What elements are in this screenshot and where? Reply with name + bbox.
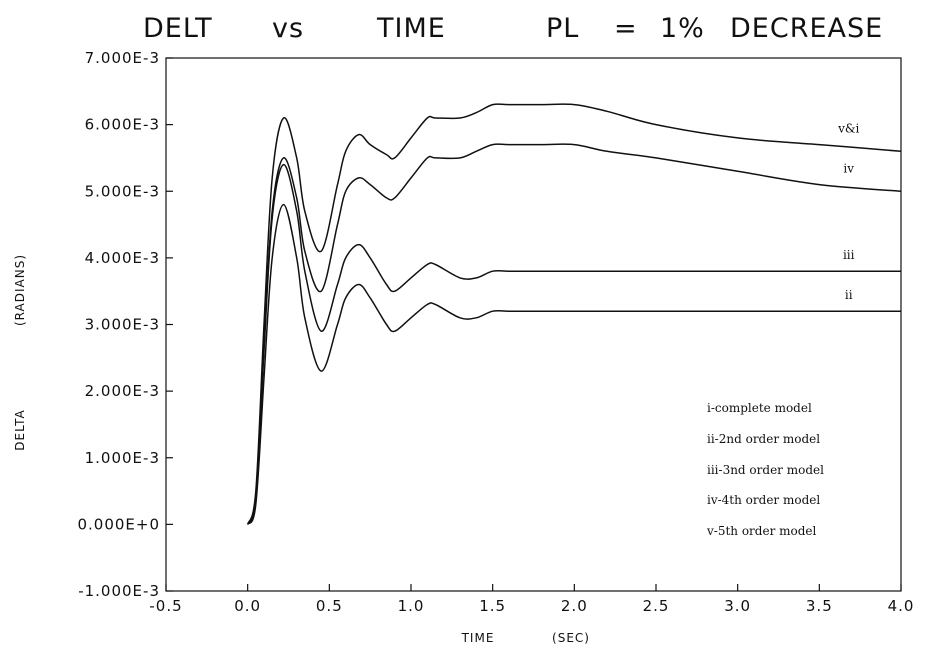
plot-frame: [165, 57, 902, 592]
x-tick-label: -0.5: [149, 597, 182, 615]
x-tick-label: 4.0: [888, 597, 915, 615]
y-axis-label-delta: DELTA: [13, 409, 27, 450]
x-axis-label: TIME (SEC): [461, 631, 590, 645]
x-tick-labels: -0.5 0.0 0.5 1.0 1.5 2.0 2.5 3.0 3.5 4.0: [149, 597, 915, 615]
series-line-1: [246, 103, 902, 525]
x-tick-label: 3.5: [806, 597, 833, 615]
y-tick-label: -1.000E-3: [78, 582, 160, 600]
x-tick-label: 2.5: [643, 597, 670, 615]
series-label-1: v&i: [837, 122, 859, 136]
title-word-pl: PL: [546, 13, 579, 44]
series-label-3: iii: [843, 248, 855, 262]
legend-item-ii: ii-2nd order model: [707, 432, 820, 446]
x-axis-label-units: (SEC): [552, 631, 590, 645]
series-line-4: [246, 203, 901, 525]
y-tick-label: 4.000E-3: [85, 249, 160, 267]
x-tick-label: 3.0: [724, 597, 751, 615]
y-axis-label-units: (RADIANS): [13, 254, 27, 326]
y-tick-label: 1.000E-3: [85, 449, 160, 467]
y-tick-label: 5.000E-3: [85, 182, 160, 200]
x-tick-label: 1.0: [398, 597, 425, 615]
series-label-2: iv: [843, 162, 854, 176]
title-word-delt: DELT: [143, 13, 213, 44]
series-label-4: ii: [845, 288, 853, 302]
x-tick-label: 0.5: [316, 597, 343, 615]
y-tick-label: 0.000E+0: [77, 515, 160, 533]
axis-ticks: [165, 57, 902, 592]
y-tick-label: 2.000E-3: [85, 382, 160, 400]
legend-item-iv: iv-4th order model: [707, 493, 820, 507]
y-axis-label: DELTA (RADIANS): [13, 254, 27, 451]
legend-item-v: v-5th order model: [706, 524, 817, 538]
series-lines: [246, 103, 902, 525]
series-line-3: [246, 163, 901, 525]
y-tick-label: 3.000E-3: [85, 316, 160, 334]
y-tick-label: 6.000E-3: [85, 116, 160, 134]
legend: i-complete model ii-2nd order model iii-…: [706, 401, 824, 538]
x-tick-label: 2.0: [561, 597, 588, 615]
x-tick-label: 0.0: [234, 597, 261, 615]
title-word-percent: 1%: [660, 13, 705, 44]
y-tick-label: 7.000E-3: [85, 49, 160, 67]
y-tick-labels: -1.000E-3 0.000E+0 1.000E-3 2.000E-3 3.000E-…: [77, 49, 160, 600]
title-word-decrease: DECREASE: [730, 13, 883, 44]
x-tick-label: 1.5: [479, 597, 506, 615]
chart-title: DELT vs TIME PL = 1% DECREASE: [143, 13, 883, 44]
x-axis-label-time: TIME: [461, 631, 495, 645]
title-word-time: TIME: [376, 13, 446, 44]
legend-item-iii: iii-3nd order model: [707, 463, 824, 477]
series-line-2: [246, 143, 902, 525]
title-word-vs: vs: [272, 13, 304, 44]
legend-item-i: i-complete model: [707, 401, 812, 415]
title-word-equals: =: [614, 13, 638, 44]
